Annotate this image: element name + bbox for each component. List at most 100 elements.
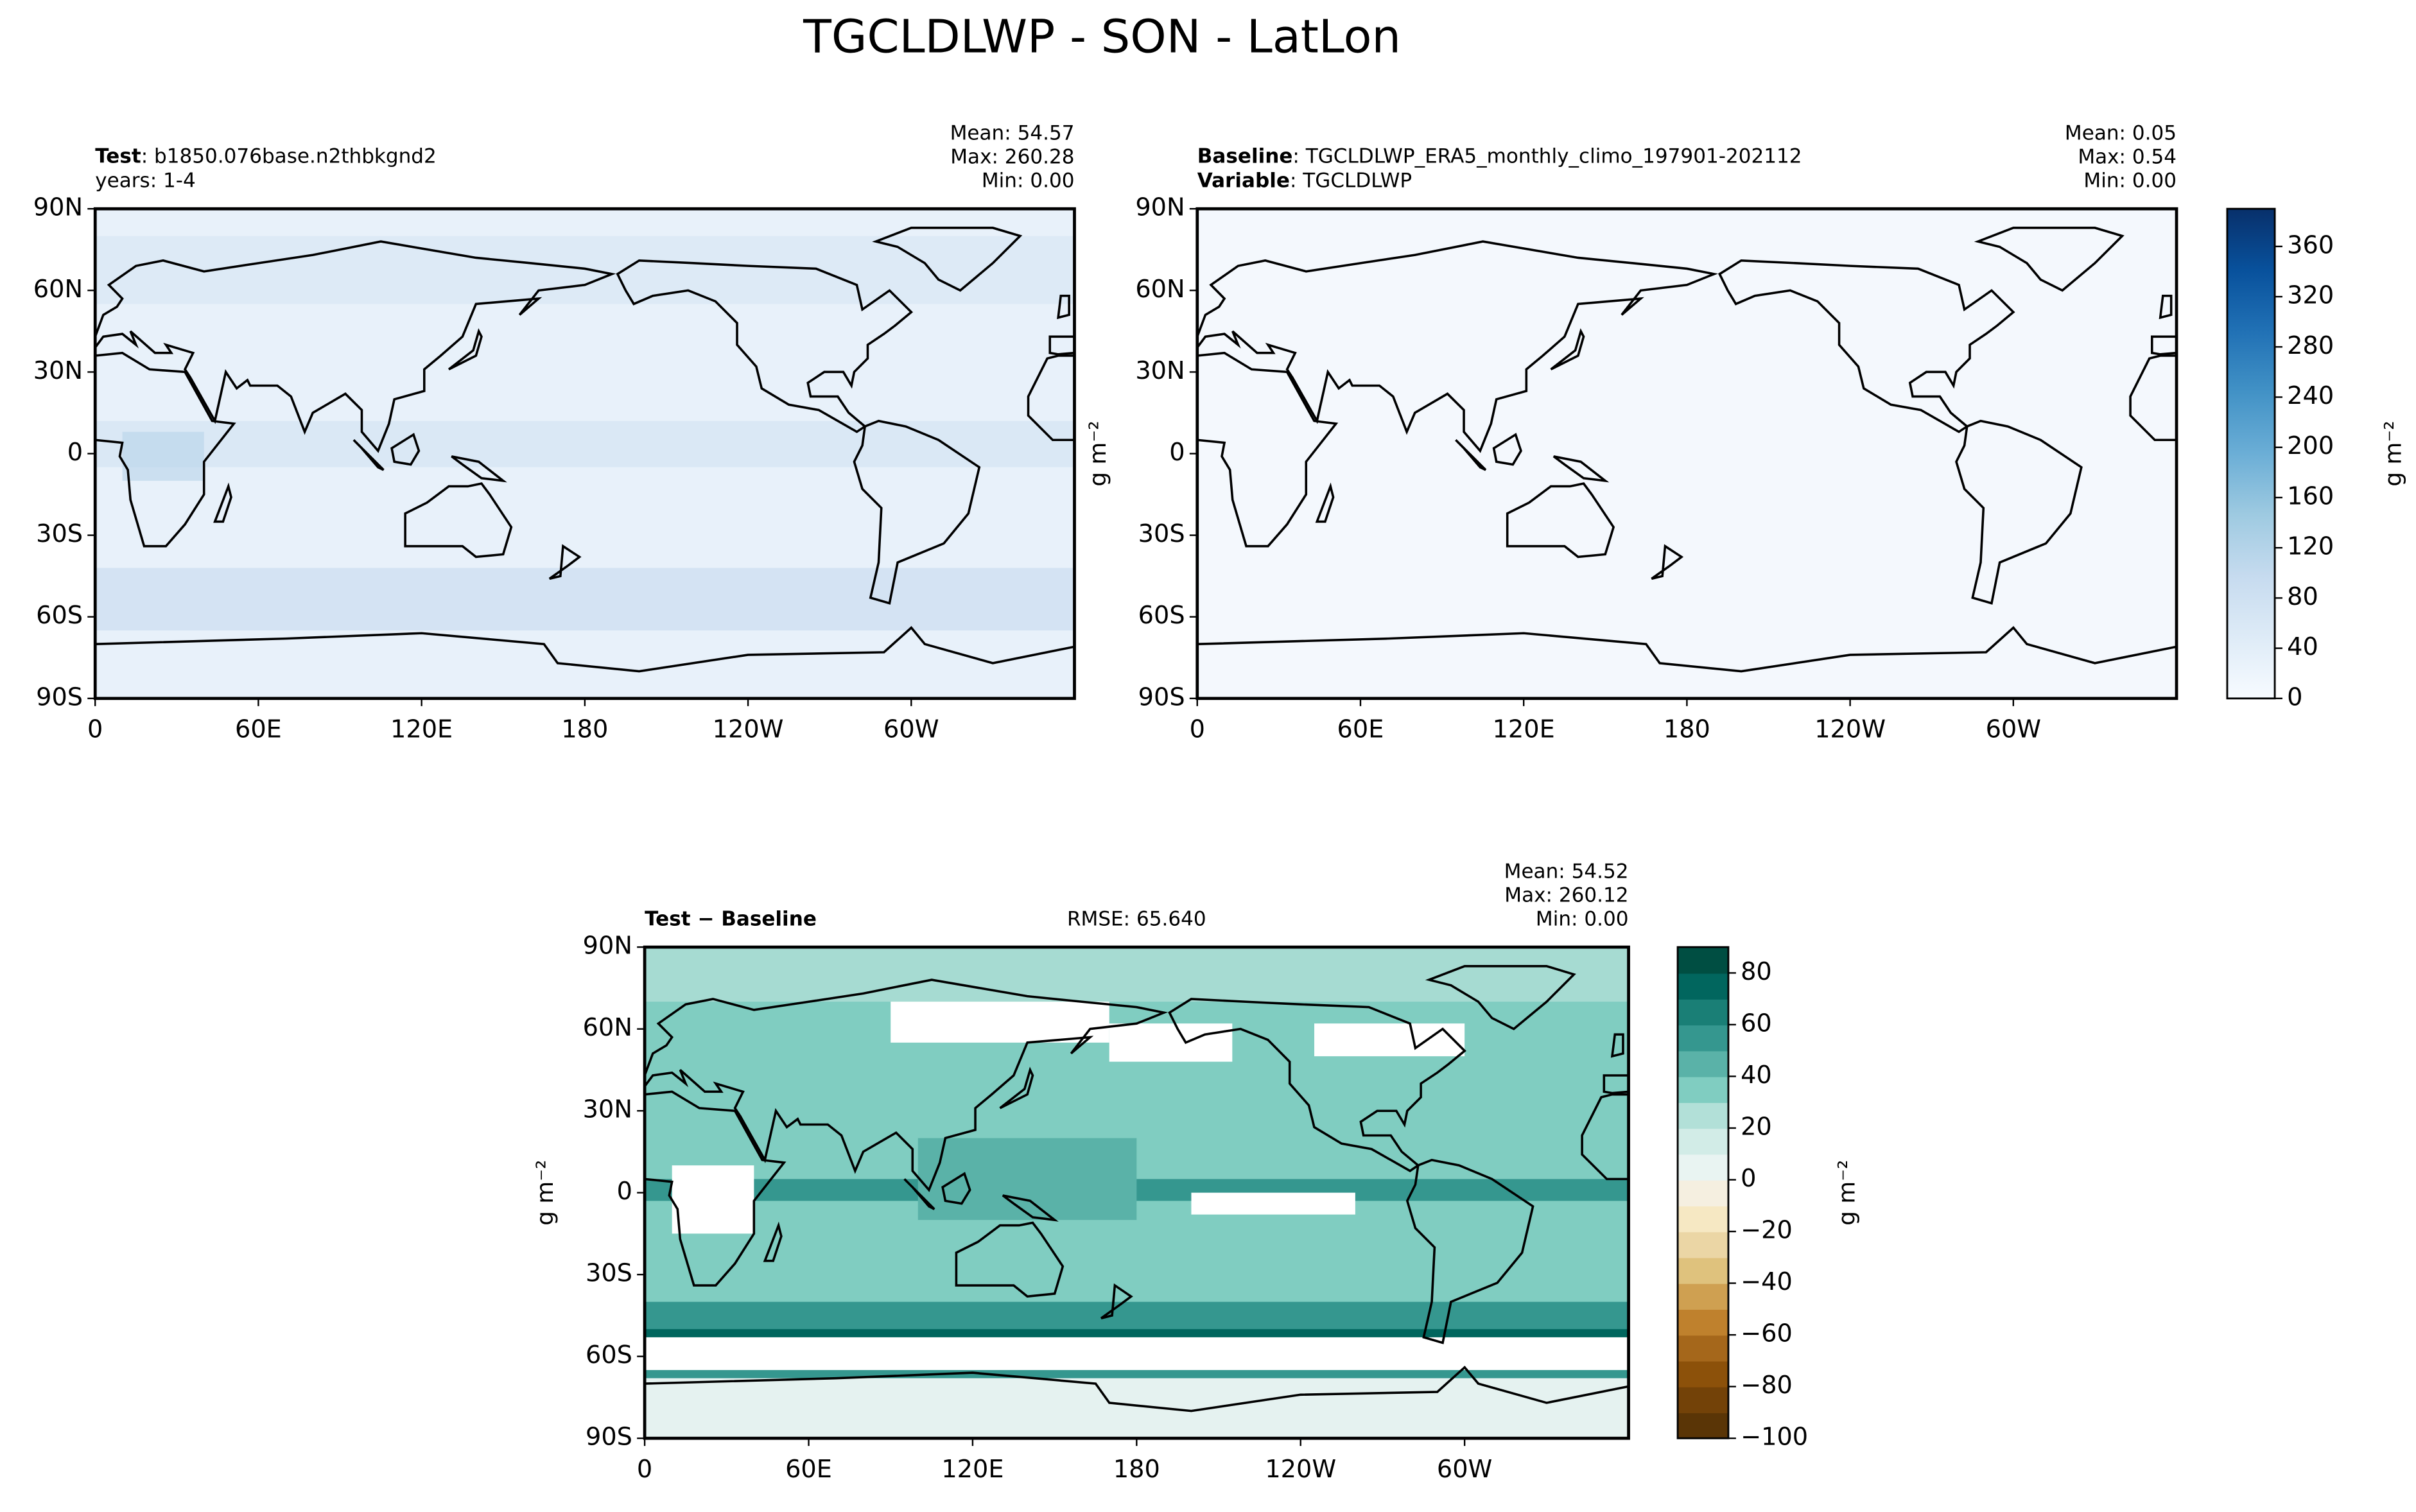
- coastline: [1492, 433, 1522, 466]
- x-tick-label: 120W: [713, 715, 784, 744]
- panel-stat: Max: 0.54: [2078, 146, 2177, 169]
- panel-heading: Baseline: TGCLDLWP_ERA5_monthly_climo_19…: [1197, 144, 1802, 168]
- y-tick-label: 30S: [586, 1259, 632, 1288]
- coastline: [95, 626, 1075, 699]
- coastline: [1002, 1194, 1059, 1222]
- coastline: [941, 1172, 971, 1205]
- field-region: [645, 1369, 1629, 1378]
- coastline: [645, 1366, 1629, 1439]
- map-panel: [95, 209, 1075, 699]
- panel-heading: years: 1-4: [95, 169, 196, 193]
- colorbar-band: [1678, 1412, 1728, 1439]
- coastline: [448, 328, 483, 370]
- field-region: [645, 1329, 1629, 1337]
- coastline: [1581, 1093, 1629, 1181]
- panel-stat: Mean: 54.52: [1504, 860, 1629, 883]
- colorbar-band: [1678, 1231, 1728, 1258]
- colorbar-tick-label: −60: [1741, 1319, 1793, 1348]
- coastline: [2151, 335, 2177, 356]
- colorbar-band: [1678, 973, 1728, 1000]
- y-tick-label: 90N: [33, 193, 83, 222]
- y-tick-label: 90S: [36, 682, 83, 711]
- x-tick-label: 60E: [235, 715, 282, 744]
- y-tick-label: 0: [67, 438, 83, 467]
- colorbar-tick-label: 120: [2287, 532, 2334, 561]
- x-tick-label: 0: [87, 715, 103, 744]
- map-panel: [1197, 209, 2177, 699]
- coastline: [1315, 482, 1335, 523]
- panel-stat: Min: 0.00: [2083, 169, 2177, 193]
- figure-title: TGCLDLWP - SON - LatLon: [803, 10, 1401, 64]
- coastline: [763, 1221, 783, 1262]
- y-tick-label: 90N: [1135, 193, 1185, 222]
- heading-bold: Test: [95, 144, 141, 168]
- field-region: [645, 1301, 1629, 1335]
- colorbar-tick-label: 280: [2287, 331, 2334, 360]
- colorbar-tick-label: 360: [2287, 230, 2334, 259]
- x-tick-label: 60W: [1986, 715, 2042, 744]
- heading-bold: Baseline: [1197, 144, 1293, 168]
- units-label: g m⁻²: [532, 1160, 559, 1225]
- x-tick-label: 120E: [390, 715, 453, 744]
- colorbar-fill: [2227, 209, 2275, 699]
- colorbar-units: g m⁻²: [1834, 1160, 1860, 1225]
- y-tick-label: 60N: [33, 275, 83, 304]
- coastline: [404, 482, 513, 559]
- y-tick-label: 60S: [36, 601, 83, 630]
- panel-heading: Variable: TGCLDLWP: [1197, 169, 1412, 193]
- coastline: [95, 240, 616, 453]
- colorbar-band: [1678, 1050, 1728, 1077]
- y-tick-label: 0: [1169, 438, 1185, 467]
- coastline: [955, 1221, 1065, 1298]
- field-region: [645, 1378, 1629, 1439]
- colorbar-tick-label: 320: [2287, 281, 2334, 310]
- y-tick-label: 60N: [1135, 275, 1185, 304]
- colorbar-band: [1678, 1283, 1728, 1310]
- x-tick-label: 120E: [1493, 715, 1555, 744]
- colorbar-band: [1678, 1102, 1728, 1129]
- colorbar-units: g m⁻²: [2381, 421, 2407, 486]
- x-tick-label: 60E: [1337, 715, 1384, 744]
- coastline: [616, 259, 914, 433]
- panel-stat: Mean: 0.05: [2065, 122, 2177, 145]
- y-tick-label: 60S: [1138, 601, 1185, 630]
- coastline: [1100, 1283, 1133, 1319]
- coastline: [1048, 335, 1075, 356]
- coastline: [548, 544, 582, 580]
- y-tick-label: 30S: [1138, 519, 1185, 548]
- field-region: [645, 947, 1629, 1002]
- y-tick-label: 90S: [1138, 682, 1185, 711]
- field-region: [95, 421, 1075, 467]
- heading-text: : TGCLDLWP_ERA5_monthly_climo_197901-202…: [1292, 144, 1802, 168]
- coastline: [1610, 1033, 1624, 1058]
- x-tick-label: 0: [637, 1455, 652, 1484]
- colorbar-band: [1678, 1127, 1728, 1155]
- x-tick-label: 0: [1190, 715, 1205, 744]
- coastline: [999, 1066, 1034, 1109]
- coastline: [903, 1178, 935, 1210]
- y-tick-label: 60N: [583, 1013, 632, 1042]
- colorbar-band: [1678, 1205, 1728, 1233]
- colorbar-tick-label: 0: [1741, 1164, 1756, 1193]
- y-tick-label: 30S: [36, 519, 83, 548]
- colorbar-tick-label: 200: [2287, 431, 2334, 460]
- colorbar-tick-label: −100: [1741, 1423, 1808, 1452]
- x-tick-label: 120E: [941, 1455, 1004, 1484]
- heading-text: years: 1-4: [95, 169, 196, 193]
- field-region: [1314, 1023, 1465, 1057]
- colorbar-tick-label: 80: [1741, 957, 1772, 986]
- coastline: [645, 978, 1169, 1192]
- x-tick-label: 120W: [1265, 1455, 1336, 1484]
- colorbar-band: [1678, 998, 1728, 1026]
- panel-stat: Max: 260.12: [1504, 884, 1628, 907]
- colorbar-tick-label: −20: [1741, 1216, 1793, 1245]
- coastline: [2129, 354, 2177, 442]
- coastline: [1506, 482, 1615, 559]
- colorbar-band: [1678, 1257, 1728, 1284]
- coastline: [352, 439, 385, 471]
- x-tick-label: 180: [1664, 715, 1710, 744]
- coastline: [853, 419, 981, 605]
- coastline: [2159, 294, 2173, 320]
- x-tick-label: 60W: [1437, 1455, 1493, 1484]
